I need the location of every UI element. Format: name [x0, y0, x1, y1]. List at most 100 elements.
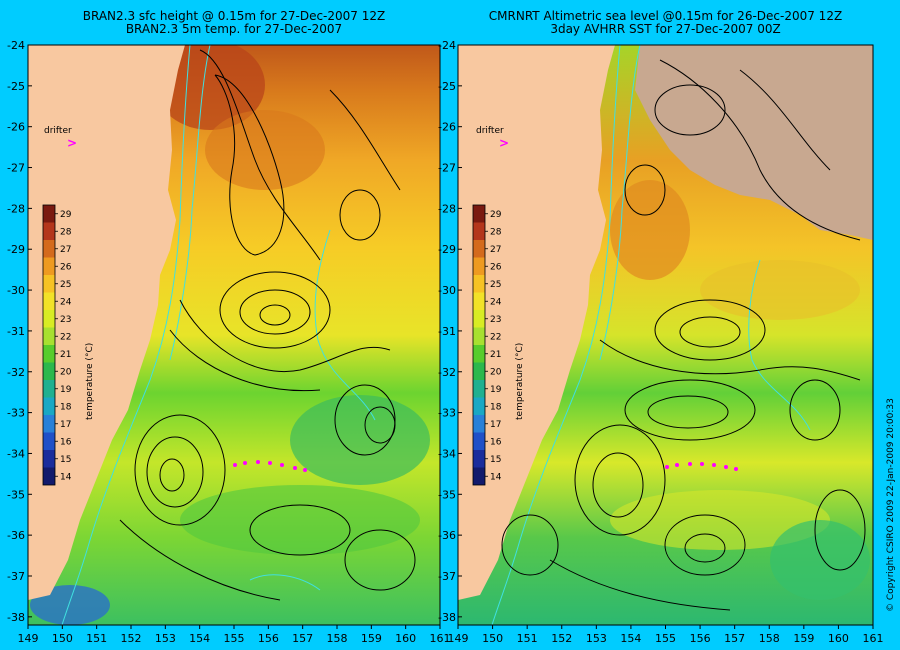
right-longitude-tick-label: 153 [586, 632, 607, 645]
right-longitude-tick-label: 155 [655, 632, 676, 645]
latitude-tick-label-right: -29 [438, 243, 456, 256]
latitude-tick-label-right: -24 [438, 39, 456, 52]
right-drifter-track [665, 462, 738, 471]
right-longitude-tick-label: 158 [759, 632, 780, 645]
right-colorbar-swatch [473, 415, 485, 433]
left-colorbar-tick-label: 28 [60, 227, 72, 237]
latitude-tick-label-right: -33 [438, 407, 456, 420]
right-longitude-tick-label: 150 [482, 632, 503, 645]
right-cloud-mask [635, 45, 873, 240]
right-colorbar-tick-label: 26 [490, 262, 502, 272]
left-colorbar-swatch [43, 310, 55, 328]
left-map [28, 45, 440, 625]
right-colorbar-swatch [473, 345, 485, 363]
left-title-line2: BRAN2.3 5m temp. for 27-Dec-2007 [125, 22, 343, 36]
left-longitude-tick-label: 152 [121, 632, 142, 645]
right-colorbar-tick-label: 19 [490, 385, 502, 395]
left-longitude-tick-label: 158 [327, 632, 348, 645]
latitude-tick-label-right: -31 [438, 325, 456, 338]
right-colorbar: 29 28 27 26 25 24 23 22 21 20 19 18 17 16 15 14 [472, 204, 502, 486]
left-colorbar-tick-label: 17 [60, 420, 71, 430]
left-land [28, 45, 185, 600]
left-colorbar-tick-label: 29 [60, 210, 72, 220]
left-drifter-marker: > [67, 136, 77, 150]
left-colorbar-swatch [43, 397, 55, 415]
left-longitude-tick-label: 160 [395, 632, 416, 645]
right-colorbar-swatch [473, 380, 485, 398]
right-colorbar-tick-label: 17 [490, 420, 501, 430]
left-colorbar-swatch [43, 467, 55, 485]
latitude-tick-label-left: -33 [7, 407, 25, 420]
right-longitude-tick-label: 160 [828, 632, 849, 645]
right-land [458, 45, 615, 600]
latitude-tick-label-right: -30 [438, 284, 456, 297]
left-title-line1: BRAN2.3 sfc height @ 0.15m for 27-Dec-20… [82, 9, 386, 23]
left-colorbar-tick-label: 21 [60, 350, 71, 360]
right-title-line2: 3day AVHRR SST for 27-Dec-2007 00Z [550, 22, 781, 36]
latitude-tick-label-left: -35 [7, 488, 25, 501]
right-map [458, 45, 873, 625]
right-colorbar-tick-label: 24 [490, 297, 502, 307]
right-sea-level-contours [501, 59, 866, 611]
left-colorbar-swatch [43, 415, 55, 433]
right-bathymetry [491, 45, 811, 625]
left-colorbar-swatch [43, 380, 55, 398]
right-colorbar-tick-label: 25 [490, 280, 501, 290]
left-colorbar-swatch [43, 345, 55, 363]
left-colorbar-tick-label: 22 [60, 332, 71, 342]
left-colorbar-tick-label: 19 [60, 385, 72, 395]
left-longitude-tick-label: 154 [189, 632, 210, 645]
left-colorbar-tick-label: 18 [60, 402, 72, 412]
latitude-tick-label-left: -26 [7, 121, 25, 134]
latitude-tick-label-right: -38 [438, 611, 456, 624]
left-longitude-tick-label: 159 [361, 632, 382, 645]
left-longitude-tick-label: 161 [430, 632, 451, 645]
latitude-tick-label-left: -24 [7, 39, 25, 52]
right-colorbar-swatch [473, 240, 485, 258]
left-colorbar-tick-label: 20 [60, 367, 72, 377]
left-colorbar-tick-label: 15 [60, 455, 71, 465]
latitude-axis: -24 -24 -25 -25 -26 -26 -27 -27 -28 -28 -29 -29 -30 -… [7, 39, 462, 624]
left-sea-level-contours [119, 49, 416, 601]
left-colorbar-tick-label: 24 [60, 297, 72, 307]
right-longitude-tick-label: 157 [724, 632, 745, 645]
left-longitude-tick-label: 157 [292, 632, 313, 645]
right-colorbar-swatch [473, 292, 485, 310]
right-colorbar-tick-label: 20 [490, 367, 502, 377]
left-colorbar-tick-label: 25 [60, 280, 71, 290]
right-colorbar-tick-label: 29 [490, 210, 502, 220]
latitude-tick-label-left: -34 [7, 447, 25, 460]
left-longitude-tick-label: 155 [224, 632, 245, 645]
left-colorbar-swatch [43, 275, 55, 293]
latitude-tick-label-right: -35 [438, 488, 456, 501]
latitude-tick-label-right: -26 [438, 121, 456, 134]
right-colorbar-swatch [473, 467, 485, 485]
left-colorbar-swatch [43, 240, 55, 258]
latitude-tick-label-left: -25 [7, 80, 25, 93]
right-drifter-label: drifter [476, 126, 504, 136]
latitude-tick-label-right: -32 [438, 366, 456, 379]
left-colorbar-swatch [43, 327, 55, 345]
left-colorbar-swatch [43, 257, 55, 275]
right-longitude-tick-label: 151 [517, 632, 538, 645]
latitude-tick-label-left: -36 [7, 529, 25, 542]
left-colorbar-swatch [43, 432, 55, 450]
left-colorbar-swatch [43, 292, 55, 310]
left-colorbar-swatch [43, 205, 55, 223]
left-drifter-track [233, 460, 307, 472]
right-colorbar-tick-label: 15 [490, 455, 501, 465]
left-longitude-tick-label: 150 [52, 632, 73, 645]
copyright-notice: © Copyright CSIRO 2009 22-Jan-2009 20:00… [886, 398, 896, 612]
right-colorbar-swatch [473, 397, 485, 415]
left-bathymetry [61, 45, 376, 625]
right-colorbar-tick-label: 21 [490, 350, 501, 360]
left-colorbar-tick-label: 14 [60, 472, 72, 482]
right-colorbar-tick-label: 23 [490, 315, 501, 325]
right-longitude-tick-label: 154 [620, 632, 641, 645]
right-colorbar-tick-label: 18 [490, 402, 502, 412]
right-longitude-tick-label: 161 [863, 632, 884, 645]
right-map-title: CMRNRT Altimetric sea level @0.15m for 2… [458, 10, 873, 36]
right-longitude-tick-label: 152 [551, 632, 572, 645]
latitude-tick-label-right: -27 [438, 162, 456, 175]
